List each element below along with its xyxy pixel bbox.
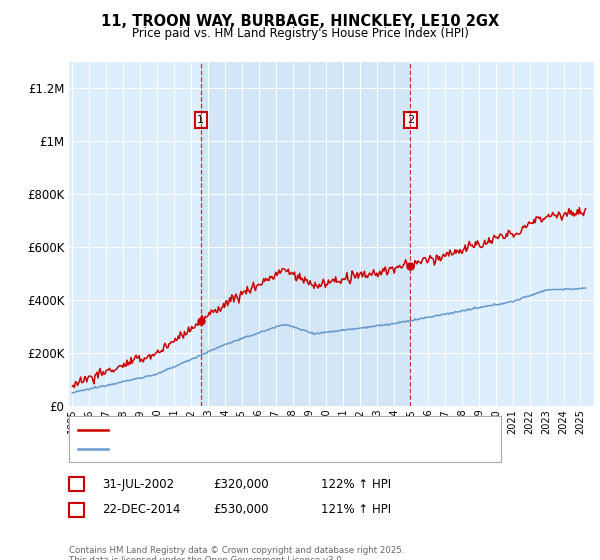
Text: 122% ↑ HPI: 122% ↑ HPI — [321, 478, 391, 491]
Text: 11, TROON WAY, BURBAGE, HINCKLEY, LE10 2GX: 11, TROON WAY, BURBAGE, HINCKLEY, LE10 2… — [101, 14, 499, 29]
Text: £530,000: £530,000 — [213, 503, 269, 516]
Text: 2: 2 — [407, 115, 414, 125]
Text: 2: 2 — [73, 503, 80, 516]
Text: HPI: Average price, detached house, Hinckley and Bosworth: HPI: Average price, detached house, Hinc… — [114, 444, 427, 454]
Text: 1: 1 — [73, 478, 80, 491]
Text: 11, TROON WAY, BURBAGE, HINCKLEY, LE10 2GX (detached house): 11, TROON WAY, BURBAGE, HINCKLEY, LE10 2… — [114, 425, 464, 435]
Text: 121% ↑ HPI: 121% ↑ HPI — [321, 503, 391, 516]
Bar — [201, 62, 410, 406]
Text: Contains HM Land Registry data © Crown copyright and database right 2025.
This d: Contains HM Land Registry data © Crown c… — [69, 546, 404, 560]
Text: Price paid vs. HM Land Registry's House Price Index (HPI): Price paid vs. HM Land Registry's House … — [131, 27, 469, 40]
Text: 22-DEC-2014: 22-DEC-2014 — [102, 503, 181, 516]
Text: 31-JUL-2002: 31-JUL-2002 — [102, 478, 174, 491]
Text: 1: 1 — [197, 115, 205, 125]
Text: £320,000: £320,000 — [213, 478, 269, 491]
